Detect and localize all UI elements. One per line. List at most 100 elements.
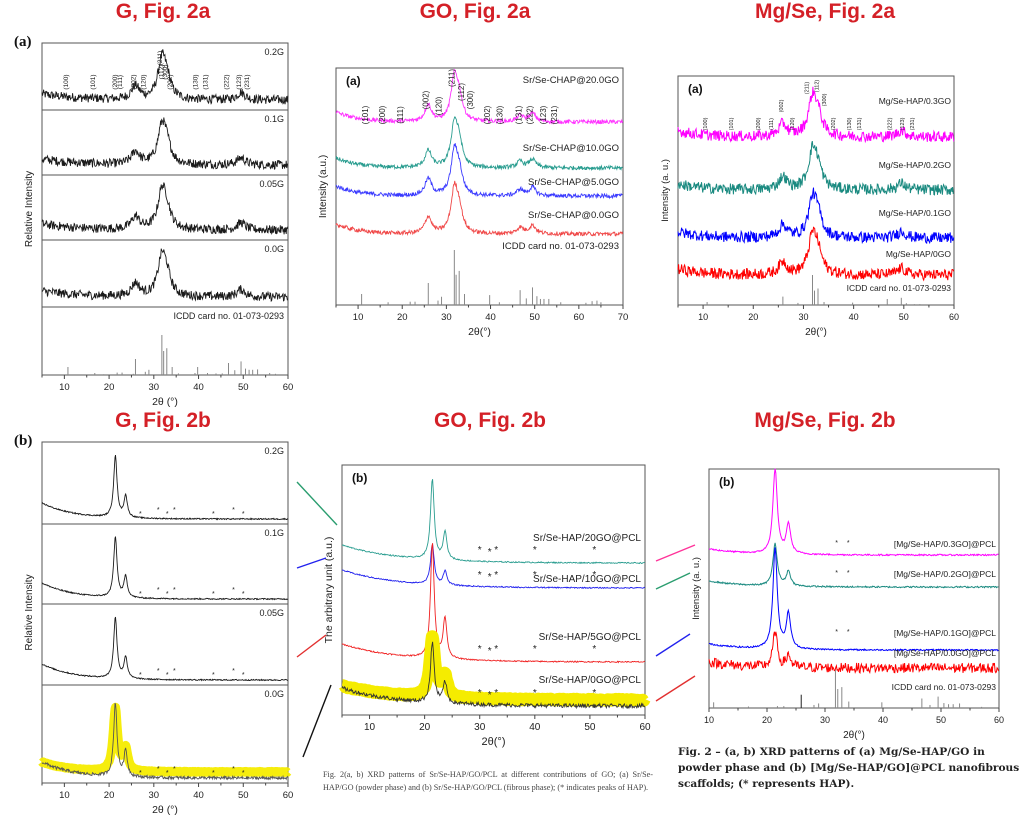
plot-frame bbox=[708, 468, 1000, 709]
miller-index-label: (222) bbox=[224, 74, 231, 89]
hap-marker: * bbox=[173, 587, 176, 594]
miller-index-label: (002) bbox=[779, 99, 785, 112]
miller-index-label: (111) bbox=[117, 75, 124, 89]
hap-marker: * bbox=[242, 511, 245, 518]
series-label: 0.0G bbox=[264, 689, 284, 699]
x-tick-label: 30 bbox=[149, 790, 160, 801]
x-tick-label: 50 bbox=[238, 382, 249, 393]
miller-index-label: (211) bbox=[157, 51, 164, 66]
plot-frame bbox=[335, 67, 624, 306]
x-tick-label: 20 bbox=[104, 382, 115, 393]
chart-mgse-2b: 10 20 30 40 50 60 2θ(°) Intensity (a. u.) (b) [Mg… bbox=[691, 468, 1004, 741]
hap-marker: * bbox=[478, 570, 482, 581]
hap-marker: * bbox=[242, 672, 245, 679]
reference-label: ICDD card no. 01-073-0293 bbox=[892, 682, 997, 692]
series-line bbox=[41, 117, 289, 171]
series-line bbox=[335, 116, 623, 172]
series-label: 0.1G bbox=[264, 528, 284, 538]
miller-index-label: (120) bbox=[790, 117, 796, 130]
series-label: Sr/Se-HAP/0GO@PCL bbox=[539, 675, 642, 686]
series-line bbox=[708, 468, 999, 557]
series-label: 0.05G bbox=[259, 179, 284, 189]
miller-index-label: (231) bbox=[910, 117, 916, 130]
x-tick-label: 40 bbox=[193, 790, 204, 801]
miller-index-label: (101) bbox=[361, 105, 370, 124]
hap-marker: * bbox=[166, 591, 169, 598]
hap-marker: * bbox=[173, 668, 176, 675]
series-line bbox=[41, 536, 289, 601]
hap-marker: * bbox=[494, 570, 498, 581]
connector-line bbox=[296, 481, 338, 526]
caption-go: Fig. 2(a, b) XRD patterns of Sr/Se-HAP/G… bbox=[323, 770, 653, 792]
plot-frame bbox=[41, 42, 289, 376]
series-line bbox=[41, 455, 289, 521]
x-tick-label: 20 bbox=[419, 722, 431, 733]
miller-index-label: (300) bbox=[466, 90, 475, 109]
miller-index-label: (112) bbox=[457, 83, 466, 101]
hap-marker: * bbox=[166, 770, 169, 777]
panel-label: (b) bbox=[352, 471, 367, 485]
hap-marker: * bbox=[592, 644, 596, 655]
hap-marker: * bbox=[835, 540, 838, 547]
hap-marker: * bbox=[494, 644, 498, 655]
miller-index-label: (202) bbox=[483, 105, 492, 124]
series-line bbox=[41, 248, 289, 303]
x-tick-label: 30 bbox=[820, 715, 830, 725]
miller-index-label: (120) bbox=[435, 96, 444, 115]
miller-index-label: (300) bbox=[162, 64, 169, 79]
hap-marker: * bbox=[166, 511, 169, 518]
x-tick-label: 60 bbox=[949, 312, 959, 322]
chart-g-2a: 10 20 30 40 50 60 2θ (°) Relative Intensity (a) 0… bbox=[14, 34, 293, 408]
miller-index-label: (202) bbox=[167, 74, 174, 89]
hap-marker: * bbox=[173, 507, 176, 514]
miller-index-label: (112) bbox=[159, 65, 166, 80]
hap-marker: * bbox=[139, 591, 142, 598]
x-axis-label: 2θ(°) bbox=[843, 730, 865, 741]
hap-marker: * bbox=[835, 570, 838, 577]
series-label: Sr/Se-HAP/10GO@PCL bbox=[533, 574, 641, 585]
miller-index-label: (131) bbox=[202, 74, 209, 89]
panel-label: (b) bbox=[14, 433, 32, 449]
hap-marker: * bbox=[533, 644, 537, 655]
x-tick-label: 60 bbox=[574, 312, 585, 323]
hap-marker: * bbox=[478, 644, 482, 655]
series-line bbox=[335, 180, 624, 238]
chart-g-2b: 10 20 30 40 50 60 2θ (°) Relative Intensity (b) 0… bbox=[14, 433, 293, 816]
miller-index-label: (130) bbox=[495, 105, 504, 124]
caption-mgse: Fig. 2 – (a, b) XRD patterns of (a) Mg/S… bbox=[678, 746, 1020, 790]
reference-label: ICDD card no. 01-073-0293 bbox=[173, 311, 284, 321]
connector-line bbox=[655, 572, 691, 590]
x-tick-label: 30 bbox=[474, 722, 486, 733]
x-tick-label: 60 bbox=[283, 382, 294, 393]
series-line bbox=[677, 187, 955, 245]
series-label: Mg/Se-HAP/0GO bbox=[886, 249, 952, 259]
hap-marker: * bbox=[592, 688, 596, 699]
miller-index-label: (100) bbox=[703, 117, 709, 130]
panel-label: (b) bbox=[719, 475, 734, 489]
series-label: Sr/Se-CHAP@5.0GO bbox=[528, 177, 619, 188]
series-label: 0.0G bbox=[264, 244, 284, 254]
series-label: [Mg/Se-HAP/0.0GO]@PCL bbox=[894, 648, 996, 658]
miller-index-label: (211) bbox=[447, 69, 456, 87]
series-label: 0.2G bbox=[264, 446, 284, 456]
hap-marker: * bbox=[232, 668, 235, 675]
hap-marker: * bbox=[157, 766, 160, 773]
y-axis-label: Intensity (a. u.) bbox=[691, 557, 702, 620]
x-tick-label: 20 bbox=[397, 312, 408, 323]
hap-marker: * bbox=[166, 672, 169, 679]
x-tick-label: 40 bbox=[878, 715, 888, 725]
hap-marker: * bbox=[139, 511, 142, 518]
miller-index-label: (111) bbox=[769, 118, 775, 130]
connector-line bbox=[655, 633, 691, 657]
miller-index-label: (002) bbox=[421, 90, 430, 109]
x-tick-label: 40 bbox=[849, 312, 859, 322]
hap-marker: * bbox=[494, 545, 498, 556]
x-tick-label: 50 bbox=[936, 715, 946, 725]
x-axis-label: 2θ (°) bbox=[152, 804, 178, 816]
hap-marker: * bbox=[212, 591, 215, 598]
section-title-mgse-2a: Mg/Se, Fig. 2a bbox=[754, 0, 896, 23]
connector-lines bbox=[296, 481, 696, 758]
hap-marker: * bbox=[478, 688, 482, 699]
x-tick-label: 40 bbox=[529, 722, 541, 733]
